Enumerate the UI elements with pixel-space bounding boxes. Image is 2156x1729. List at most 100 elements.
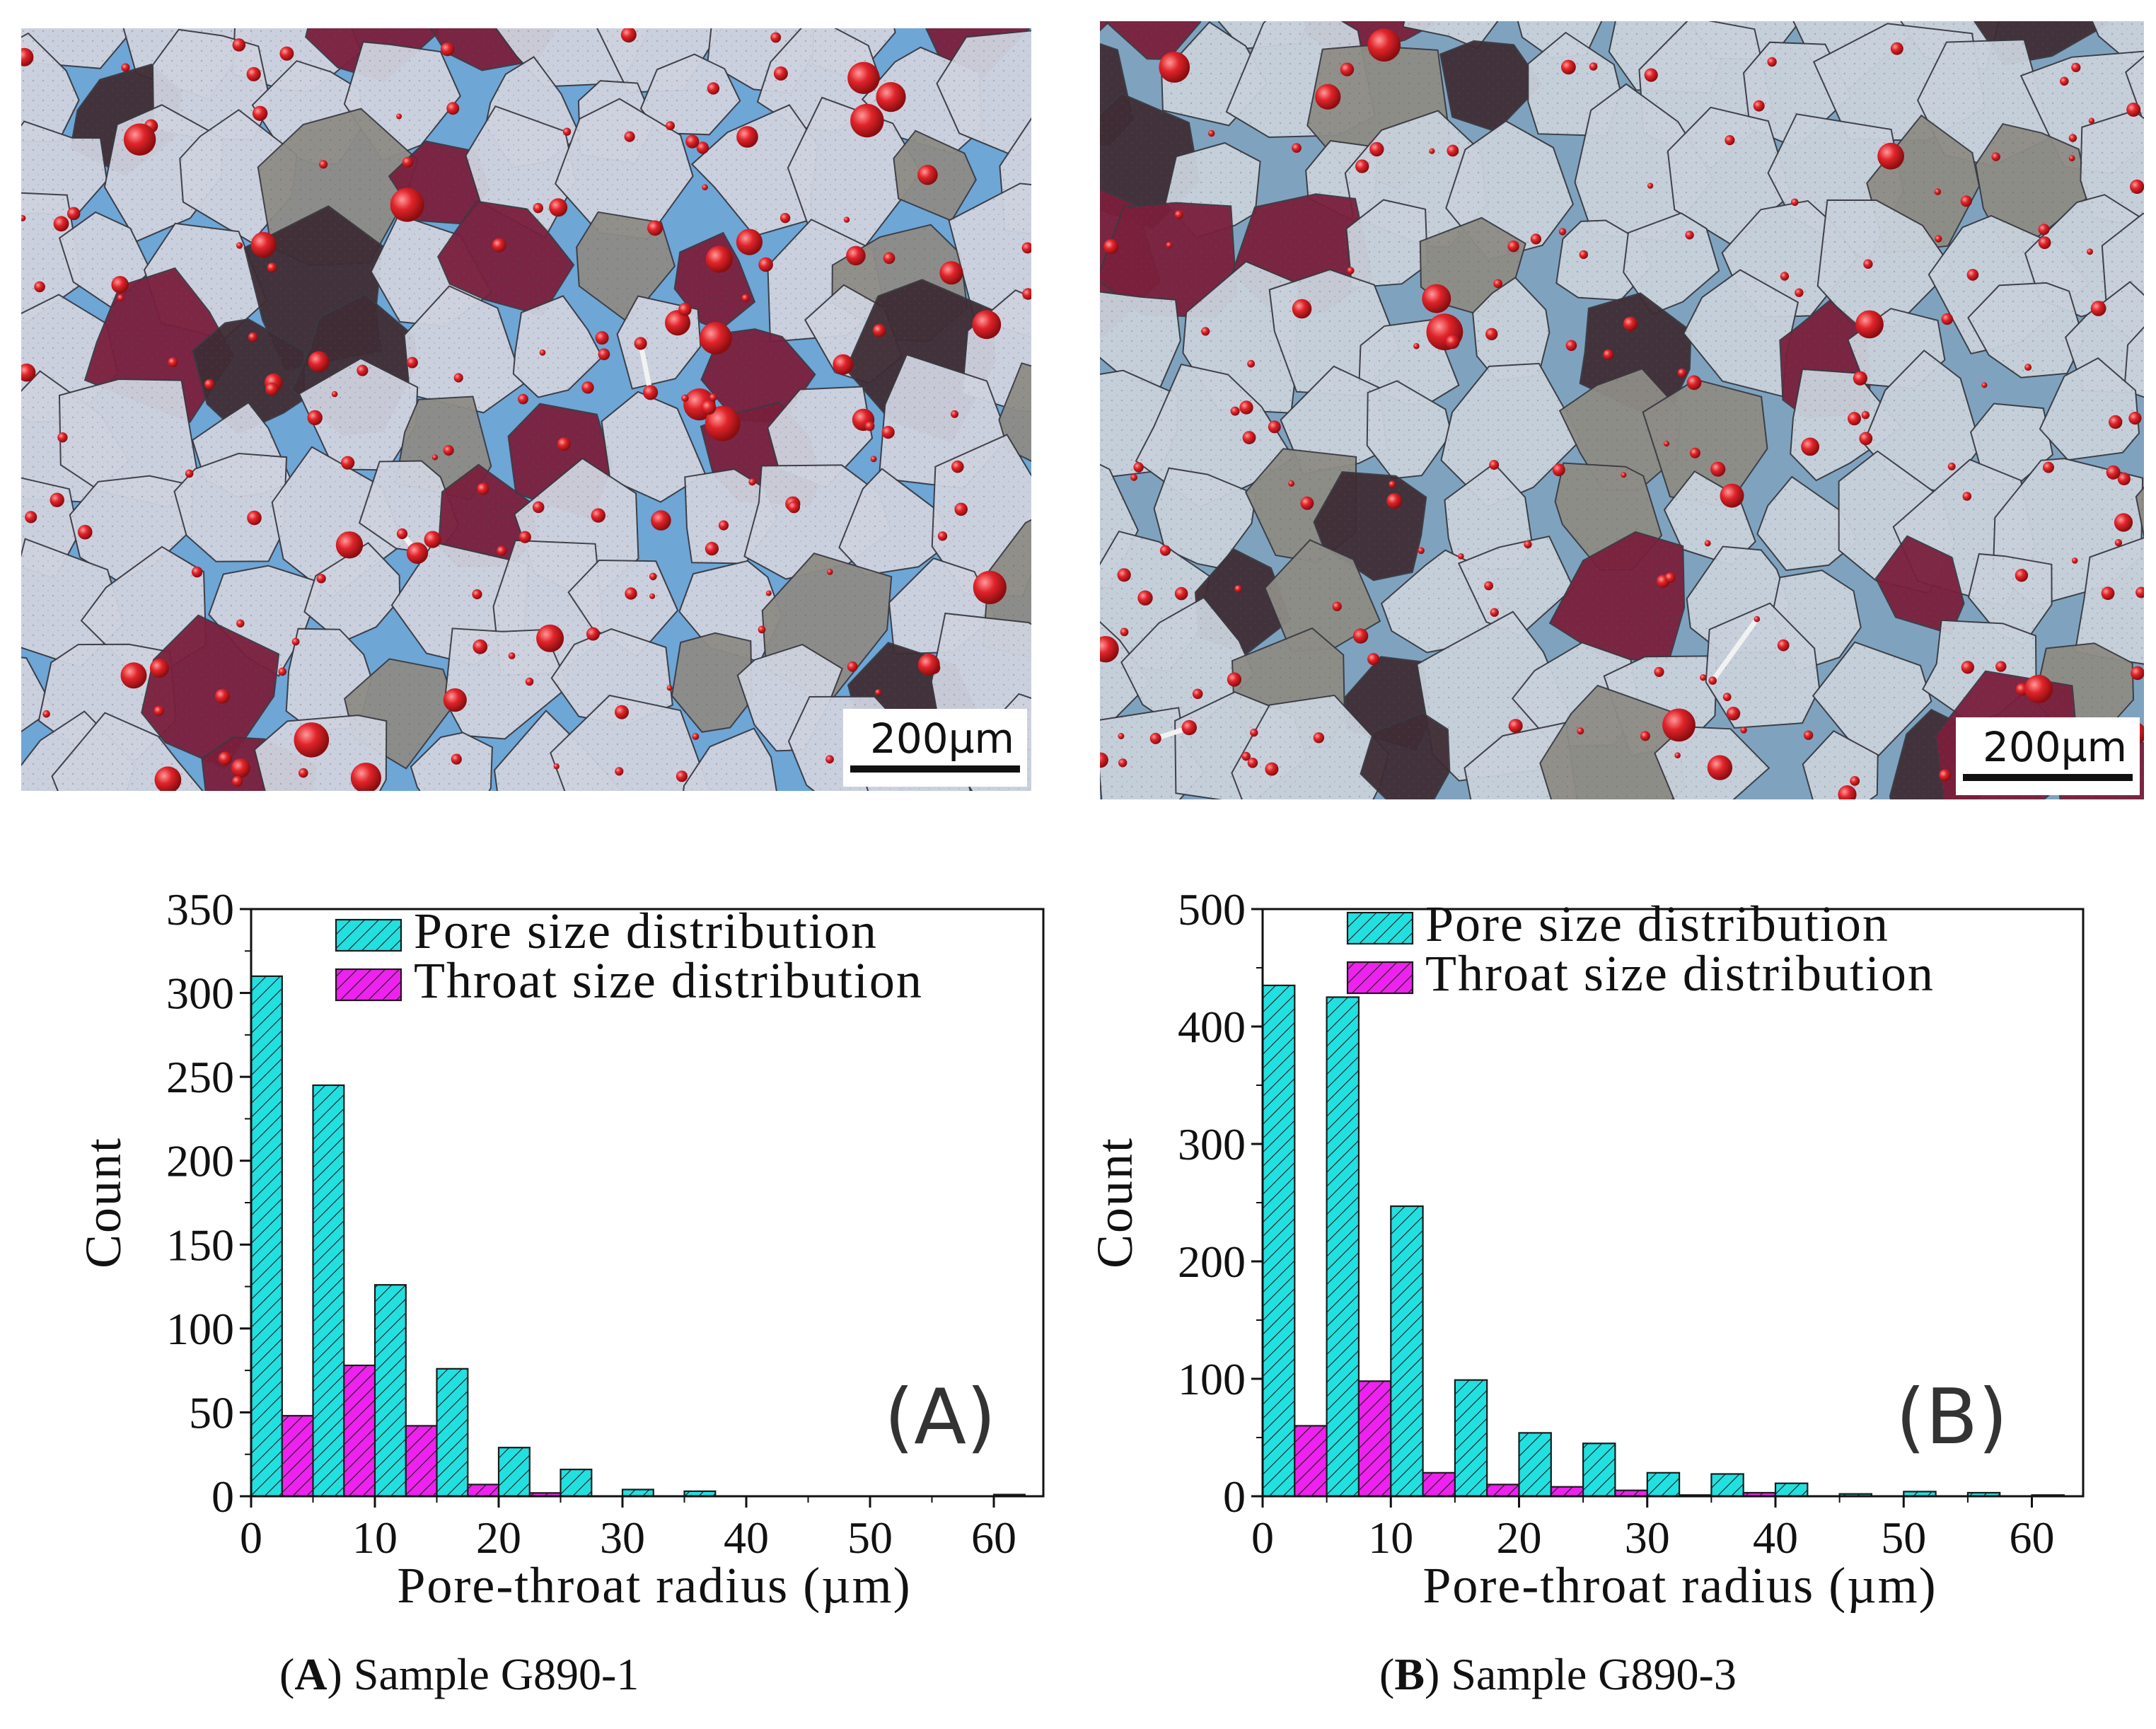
legend-entry: Pore size distribution	[414, 903, 878, 959]
y-tick-label: 50	[189, 1387, 234, 1438]
grain-texture	[551, 629, 673, 726]
pnm-pore-sphere	[335, 531, 364, 559]
pnm-pore-sphere	[1654, 666, 1664, 677]
pnm-pore-sphere	[549, 198, 568, 217]
pnm-pore-sphere	[1561, 59, 1576, 75]
pnm-pore-sphere	[350, 763, 381, 791]
pnm-pore-sphere	[758, 257, 773, 272]
throat-bar	[1422, 1471, 1456, 1498]
grain-texture	[2135, 487, 2144, 536]
legend-swatch	[335, 918, 402, 952]
scale-bar-line	[1963, 774, 2133, 781]
pnm-pore-sphere	[773, 66, 788, 81]
pnm-pore-sphere	[562, 127, 572, 136]
pnm-pore-sphere	[308, 351, 330, 373]
pnm-pore-sphere	[1485, 328, 1498, 340]
pnm-pore-sphere	[279, 46, 294, 61]
panel-label: (B)	[1896, 1373, 2007, 1462]
pnm-pore-sphere	[331, 391, 338, 398]
pnm-pore-sphere	[620, 28, 637, 43]
pnm-pore-sphere	[1674, 752, 1681, 758]
y-tick-label: 400	[1178, 1002, 1246, 1052]
pnm-pore-sphere	[154, 766, 182, 791]
pore-bar	[1646, 1471, 1681, 1498]
pnm-pore-sphere	[1947, 462, 1956, 470]
pnm-pore-sphere	[2043, 461, 2054, 473]
x-axis-label: Pore-throat radius (µm)	[397, 1557, 911, 1613]
grain-texture	[1459, 536, 1574, 636]
grain-texture	[2075, 538, 2144, 664]
pnm-pore-sphere	[1418, 547, 1425, 555]
throat-bar	[1294, 1425, 1328, 1498]
pnm-pore-sphere	[1118, 733, 1125, 739]
pnm-pore-sphere	[825, 755, 834, 764]
x-tick-label: 20	[1497, 1513, 1542, 1563]
pnm-pore-sphere	[1961, 661, 1974, 674]
pnm-pore-sphere	[1300, 496, 1314, 510]
pnm-pore-sphere	[1524, 540, 1532, 549]
scale-bar-label: 200µm	[1983, 723, 2127, 771]
pnm-pore-sphere	[1939, 769, 1951, 782]
pnm-pore-sphere	[443, 688, 467, 712]
pnm-pore-sphere	[2087, 248, 2093, 255]
pore-bar	[1326, 996, 1360, 1498]
x-tick-label: 10	[352, 1513, 398, 1563]
pnm-pore-sphere	[1677, 368, 1687, 378]
pnm-pore-sphere	[497, 545, 507, 556]
pnm-pore-sphere	[2135, 586, 2144, 598]
y-tick-label: 150	[166, 1220, 234, 1270]
pnm-pore-sphere	[1447, 144, 1459, 157]
pnm-pore-sphere	[972, 310, 1002, 340]
throat-bar	[1486, 1484, 1520, 1498]
legend-swatch	[1346, 911, 1414, 945]
pnm-pore-sphere	[319, 160, 328, 169]
pnm-pore-sphere	[357, 364, 369, 376]
grain-texture	[671, 632, 752, 732]
grain-texture	[641, 54, 741, 135]
pnm-pore-sphere	[1644, 68, 1658, 82]
pnm-pore-sphere	[218, 751, 232, 765]
pnm-pore-sphere	[586, 627, 600, 641]
grain-texture	[1154, 468, 1256, 568]
pnm-pore-sphere	[1292, 299, 1312, 319]
pnm-pore-sphere	[453, 373, 463, 383]
pnm-pore-sphere	[250, 231, 277, 258]
pnm-pore-sphere	[1565, 340, 1577, 352]
pnm-pore-sphere	[236, 619, 245, 628]
pnm-pore-sphere	[1230, 406, 1240, 416]
pnm-pore-sphere	[1708, 676, 1717, 685]
grain-texture	[550, 695, 710, 791]
y-tick-label: 100	[166, 1304, 234, 1354]
x-tick-label: 40	[724, 1513, 769, 1563]
pnm-pore-sphere	[396, 528, 408, 540]
pnm-pore-sphere	[624, 131, 635, 142]
pnm-pore-sphere	[149, 659, 169, 678]
pnm-pore-sphere	[770, 32, 782, 43]
pnm-pore-sphere	[1962, 492, 1972, 501]
x-tick-label: 30	[1625, 1513, 1670, 1563]
pnm-pore-sphere	[42, 710, 50, 718]
x-tick-label: 0	[240, 1513, 262, 1563]
grain-texture	[141, 615, 279, 768]
grain-texture	[1550, 531, 1685, 663]
pnm-pore-sphere	[1347, 267, 1355, 274]
pnm-pore-sphere	[1848, 412, 1861, 426]
grain-texture	[692, 105, 818, 236]
grain-texture	[444, 628, 569, 739]
pnm-pore-sphere	[1367, 28, 1401, 62]
pnm-pore-sphere	[316, 574, 326, 584]
pnm-pore-sphere	[1647, 183, 1654, 189]
pnm-pore-sphere	[21, 363, 36, 382]
throat-bar	[1550, 1486, 1584, 1498]
y-tick-label: 500	[1178, 884, 1246, 935]
pnm-pore-sphere	[1725, 135, 1735, 146]
pnm-pore-sphere	[431, 454, 439, 461]
pnm-pore-sphere	[1315, 83, 1341, 110]
pnm-pore-sphere	[917, 654, 940, 676]
pnm-pore-sphere	[1710, 461, 1726, 477]
x-tick-label: 60	[971, 1513, 1016, 1563]
pnm-pore-sphere	[1208, 129, 1215, 137]
pnm-pore-sphere	[1780, 272, 1790, 281]
pnm-pore-sphere	[1174, 210, 1183, 219]
grain-texture	[1367, 381, 1451, 479]
